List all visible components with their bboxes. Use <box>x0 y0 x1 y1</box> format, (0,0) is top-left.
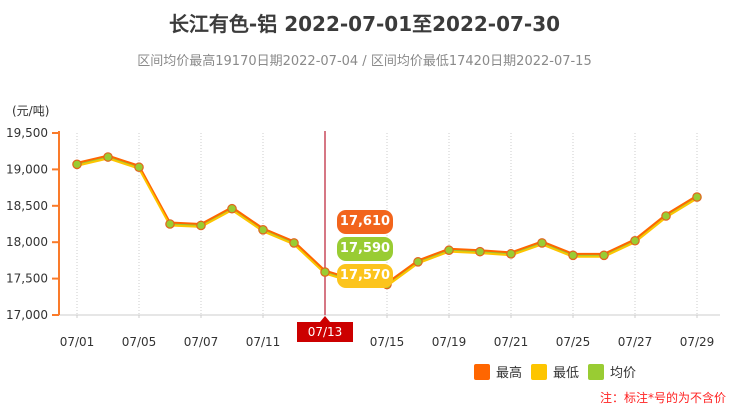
data-point <box>134 162 144 173</box>
y-tick-label: 18,000 <box>6 235 48 249</box>
legend-swatch-avg-icon <box>588 363 605 380</box>
data-point <box>630 235 640 246</box>
highlighted-date-badge: 07/13 <box>297 316 353 342</box>
x-tick-label: 07/11 <box>246 335 281 349</box>
x-tick-label: 07/05 <box>122 335 157 349</box>
data-point <box>413 257 423 267</box>
x-tick-label: 07/01 <box>60 335 95 349</box>
x-tick-label: 07/21 <box>494 335 529 349</box>
data-point <box>227 203 237 214</box>
x-tick-label: 07/27 <box>618 335 653 349</box>
x-tick-label: 07/15 <box>370 335 405 349</box>
data-point <box>258 225 268 235</box>
data-point <box>196 220 206 231</box>
legend-swatch-low-icon <box>531 363 548 380</box>
data-point <box>103 152 113 162</box>
chart-subtitle: 区间均价最高19170日期2022-07-04 / 区间均价最低17420日期2… <box>137 54 592 69</box>
y-tick-label: 18,500 <box>6 199 48 213</box>
data-point <box>475 246 485 257</box>
data-point <box>506 249 516 259</box>
x-tick-label: 07/25 <box>556 335 591 349</box>
legend-label-avg: 均价 <box>610 366 637 381</box>
tooltip-high-value: 17,610 <box>337 210 393 234</box>
chart-title: 长江有色-铝 2022-07-01至2022-07-30 <box>168 12 561 36</box>
x-tick-label: 07/07 <box>184 335 219 349</box>
data-point <box>72 159 82 170</box>
data-point <box>289 238 299 248</box>
y-axis-unit-label: (元/吨) <box>12 104 50 118</box>
legend-label-low: 最低 <box>553 366 580 381</box>
x-tick-label: 07/29 <box>680 335 715 349</box>
data-point <box>692 192 702 202</box>
data-point <box>320 267 330 277</box>
legend: 最高 最低 均价 <box>474 362 645 381</box>
legend-item-avg: 均价 <box>588 362 636 381</box>
y-tick-label: 17,500 <box>6 272 48 286</box>
data-point <box>165 219 175 229</box>
y-tick-label: 17,000 <box>6 308 48 322</box>
legend-swatch-high-icon <box>474 363 490 380</box>
footnote: 注：标注*号的为不含价 <box>599 391 726 405</box>
tooltip-low-value: 17,570 <box>337 264 393 288</box>
x-tick-label: 07/19 <box>432 335 467 349</box>
data-point <box>661 211 671 221</box>
legend-label-high: 最高 <box>496 366 523 381</box>
legend-item-low: 最低 <box>531 362 579 381</box>
tooltip-avg-value: 17,590 <box>337 237 393 261</box>
y-tick-label: 19,500 <box>6 126 48 140</box>
data-point <box>599 250 609 261</box>
y-tick-label: 19,000 <box>6 162 48 176</box>
data-point <box>568 250 578 261</box>
data-point <box>537 238 547 248</box>
data-point <box>444 245 454 256</box>
legend-item-high: 最高 <box>474 362 522 381</box>
